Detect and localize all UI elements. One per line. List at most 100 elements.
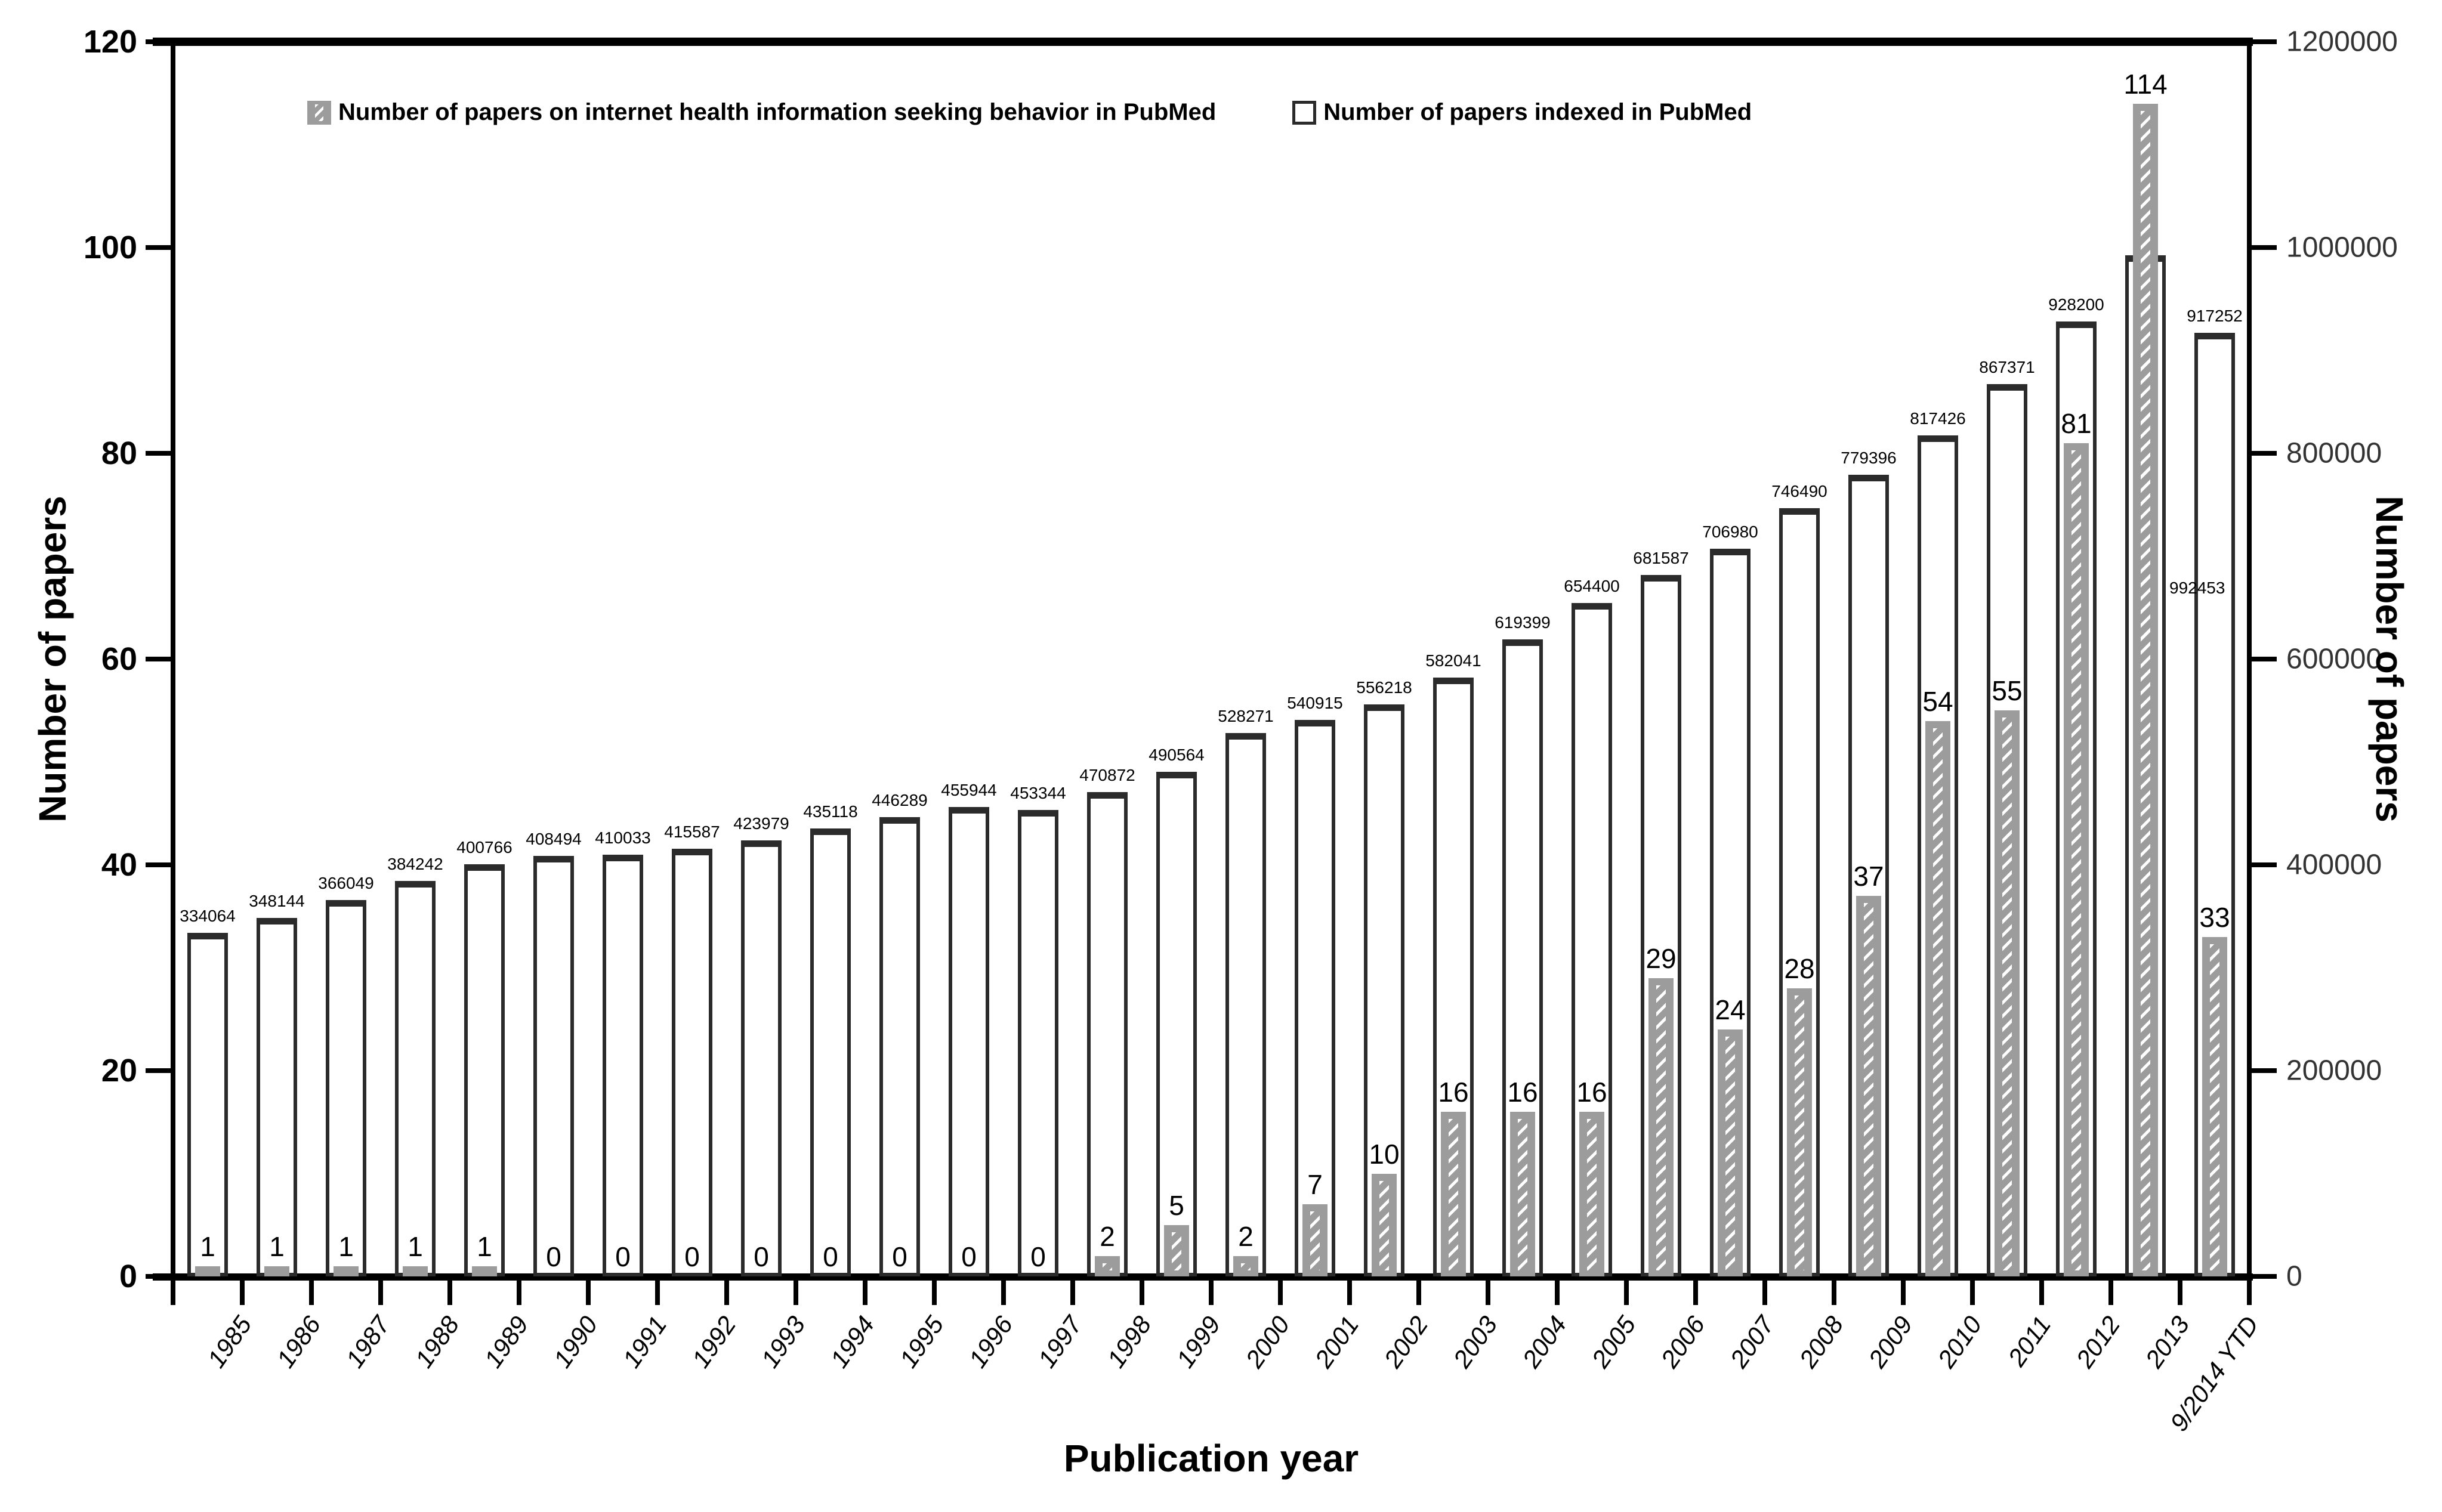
- x-axis-tick: [1832, 1276, 1836, 1305]
- seeking-papers-bar: [1164, 1225, 1189, 1276]
- y-axis-left-tick: [146, 862, 173, 867]
- x-axis-tick: [1970, 1276, 1975, 1305]
- x-axis-tick: [1209, 1276, 1214, 1305]
- indexed-papers-value-label: 928200: [2048, 295, 2104, 314]
- x-axis-tick: [1070, 1276, 1075, 1305]
- indexed-papers-value-label: 334064: [180, 906, 236, 925]
- indexed-papers-value-label: 490564: [1149, 745, 1205, 764]
- x-category-label: 1995: [894, 1311, 949, 1373]
- x-axis-tick: [2247, 1276, 2252, 1305]
- x-category-label: 1997: [1032, 1311, 1088, 1373]
- indexed-papers-bar: [672, 849, 712, 1276]
- y-axis-right-tick: [2249, 862, 2277, 867]
- hatch-pattern: [1587, 1119, 1597, 1270]
- seeking-papers-value-label: 54: [1922, 685, 1953, 717]
- x-axis-tick: [1140, 1276, 1144, 1305]
- indexed-papers-bar: [949, 807, 989, 1276]
- indexed-papers-value-label: 654400: [1564, 577, 1620, 596]
- y-axis-left-tick-label: 60: [101, 641, 137, 677]
- x-category-label: 2005: [1586, 1311, 1641, 1373]
- seeking-papers-bar: [1718, 1029, 1743, 1276]
- x-category-label: 1992: [686, 1311, 742, 1373]
- x-category-label: 1993: [755, 1311, 811, 1373]
- indexed-papers-value-label: 400766: [456, 837, 513, 857]
- x-axis-tick: [586, 1276, 591, 1305]
- legend-label-indexed: Number of papers indexed in PubMed: [1323, 99, 1752, 125]
- x-category-label: 2011: [2002, 1311, 2057, 1371]
- indexed-papers-value-label: 992453: [2169, 579, 2225, 598]
- seeking-papers-bar: [1510, 1112, 1535, 1276]
- hatch-pattern: [1103, 1263, 1112, 1270]
- y-axis-left-tick-label: 0: [119, 1259, 137, 1294]
- y-axis-left-tick: [146, 657, 173, 661]
- x-axis-tick: [655, 1276, 660, 1305]
- y-axis-left-tick: [146, 451, 173, 456]
- indexed-papers-bar: [1156, 771, 1197, 1276]
- x-axis-tick: [724, 1276, 729, 1305]
- seeking-papers-value-label: 0: [961, 1241, 977, 1272]
- x-category-label: 1987: [340, 1311, 396, 1373]
- x-category-label: 2013: [2140, 1311, 2195, 1373]
- indexed-papers-value-label: 917252: [2187, 306, 2243, 325]
- seeking-papers-value-label: 0: [754, 1241, 769, 1272]
- y-axis-right-tick: [2249, 657, 2277, 661]
- x-axis-tick: [1416, 1276, 1421, 1305]
- x-category-label: 1988: [409, 1311, 465, 1373]
- indexed-papers-value-label: 867371: [1979, 357, 2035, 376]
- seeking-papers-value-label: 0: [684, 1241, 700, 1272]
- indexed-papers-value-label: 779396: [1841, 448, 1897, 467]
- y-axis-right-tick-label: 1000000: [2286, 231, 2398, 264]
- y-axis-right-tick-label: 1200000: [2286, 26, 2398, 58]
- seeking-papers-bar: [264, 1266, 289, 1276]
- y-axis-left-tick-label: 80: [101, 435, 137, 471]
- seeking-papers-value-label: 2: [1238, 1220, 1254, 1252]
- seeking-papers-bar: [403, 1266, 428, 1276]
- hatch-pattern: [1449, 1119, 1458, 1270]
- seeking-papers-value-label: 0: [615, 1241, 631, 1272]
- seeking-papers-value-label: 81: [2061, 407, 2092, 439]
- indexed-papers-value-label: 408494: [526, 830, 582, 849]
- x-category-label: 2000: [1240, 1311, 1295, 1373]
- y-axis-right-tick: [2249, 1068, 2277, 1073]
- indexed-papers-value-label: 817426: [1910, 409, 1966, 428]
- seeking-papers-value-label: 1: [407, 1230, 423, 1262]
- indexed-papers-value-label: 681587: [1633, 549, 1689, 568]
- indexed-papers-value-label: 528271: [1218, 706, 1274, 725]
- seeking-papers-value-label: 55: [1992, 675, 2023, 707]
- y-axis-right-tick-label: 400000: [2286, 849, 2382, 881]
- x-axis-tick: [378, 1276, 383, 1305]
- legend-label-seeking: Number of papers on internet health info…: [338, 99, 1217, 125]
- hatch-pattern: [1241, 1263, 1251, 1270]
- x-category-label: 2008: [1793, 1311, 1849, 1373]
- hatch-pattern: [2071, 450, 2081, 1270]
- indexed-papers-value-label: 453344: [1010, 783, 1066, 802]
- hatch-pattern: [1864, 902, 1873, 1270]
- y-axis-left-tick: [146, 245, 173, 250]
- indexed-papers-value-label: 348144: [249, 892, 305, 911]
- seeking-papers-bar: [1095, 1256, 1120, 1276]
- indexed-papers-value-label: 366049: [318, 873, 374, 892]
- x-axis-tick: [863, 1276, 867, 1305]
- seeking-papers-bar: [1233, 1256, 1258, 1276]
- y-axis-left-tick: [146, 39, 173, 44]
- indexed-papers-value-label: 706980: [1702, 522, 1758, 542]
- x-axis-tick: [1762, 1276, 1767, 1305]
- x-category-label: 2006: [1655, 1311, 1711, 1373]
- seeking-papers-value-label: 0: [1030, 1241, 1046, 1272]
- seeking-papers-value-label: 0: [823, 1241, 838, 1272]
- x-category-label: 2004: [1517, 1311, 1572, 1373]
- seeking-papers-value-label: 114: [2123, 68, 2168, 100]
- y-axis-right-tick-label: 0: [2286, 1260, 2302, 1293]
- indexed-papers-bar: [1364, 704, 1404, 1276]
- seeking-papers-value-label: 1: [477, 1230, 492, 1262]
- x-axis-tick: [932, 1276, 937, 1305]
- seeking-papers-value-label: 29: [1646, 942, 1677, 974]
- indexed-papers-value-label: 619399: [1495, 613, 1551, 632]
- indexed-papers-value-label: 435118: [803, 802, 858, 821]
- y-axis-right-tick: [2249, 245, 2277, 250]
- seeking-papers-bar: [1441, 1112, 1466, 1276]
- hatch-pattern: [2210, 944, 2219, 1270]
- indexed-papers-bar: [1295, 719, 1335, 1276]
- seeking-papers-value-label: 16: [1576, 1077, 1607, 1108]
